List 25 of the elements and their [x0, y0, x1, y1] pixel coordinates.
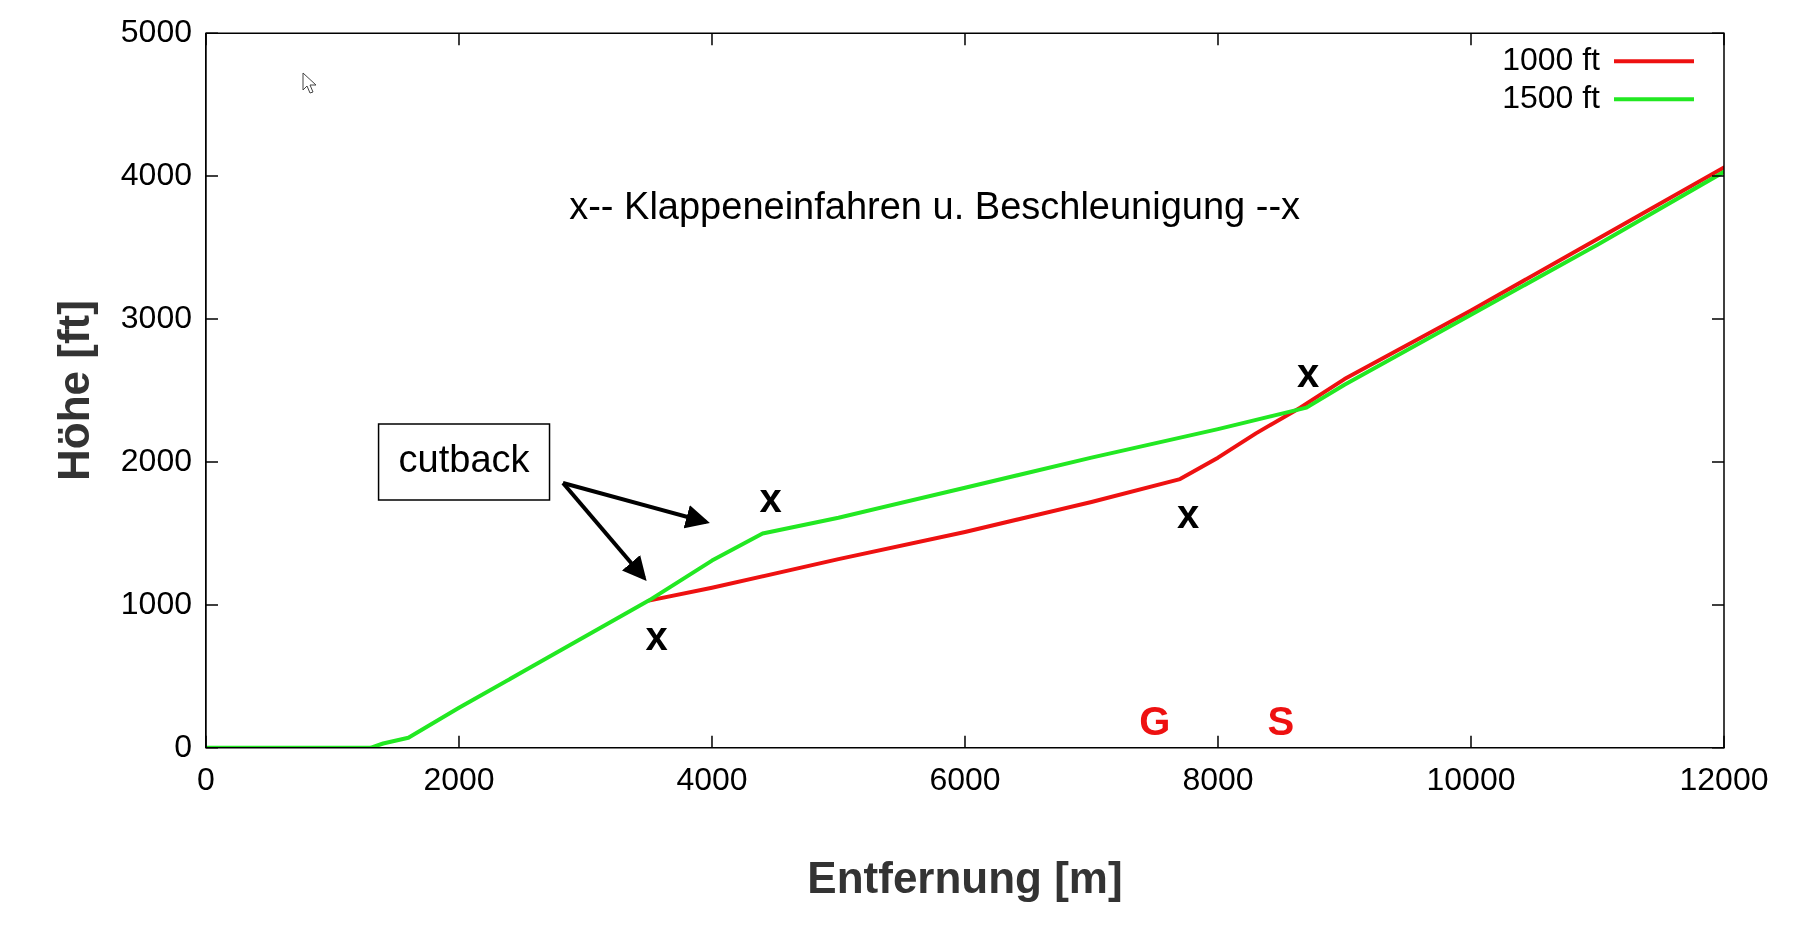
- annotation: x-- Klappeneinfahren u. Beschleunigung --x: [569, 184, 1301, 227]
- x-tick-label: 12000: [1679, 760, 1769, 797]
- annotation: G: [1139, 698, 1171, 743]
- y-tick-label: 4000: [120, 155, 192, 192]
- y-tick-label: 3000: [120, 298, 192, 335]
- annotation: x: [759, 476, 782, 521]
- annotation: x: [645, 613, 668, 658]
- x-tick-label: 6000: [929, 760, 1001, 797]
- x-axis-title: Entfernung [m]: [807, 852, 1123, 902]
- y-tick-label: 2000: [120, 441, 192, 478]
- annotation: x: [1297, 350, 1320, 395]
- legend-label: 1500 ft: [1502, 79, 1601, 116]
- y-tick-label: 1000: [120, 584, 192, 621]
- x-tick-label: 10000: [1426, 760, 1516, 797]
- legend-label: 1000 ft: [1502, 41, 1601, 78]
- y-tick-label: 0: [174, 727, 192, 764]
- annotation: cutback: [398, 438, 531, 481]
- annotation: S: [1267, 698, 1295, 743]
- x-tick-label: 0: [197, 760, 215, 797]
- x-tick-label: 2000: [423, 760, 495, 797]
- annotation: x: [1176, 492, 1200, 537]
- y-axis-title: Höhe [ft]: [48, 300, 98, 481]
- x-tick-label: 8000: [1182, 760, 1254, 797]
- y-tick-label: 5000: [120, 13, 192, 50]
- x-tick-label: 4000: [676, 760, 748, 797]
